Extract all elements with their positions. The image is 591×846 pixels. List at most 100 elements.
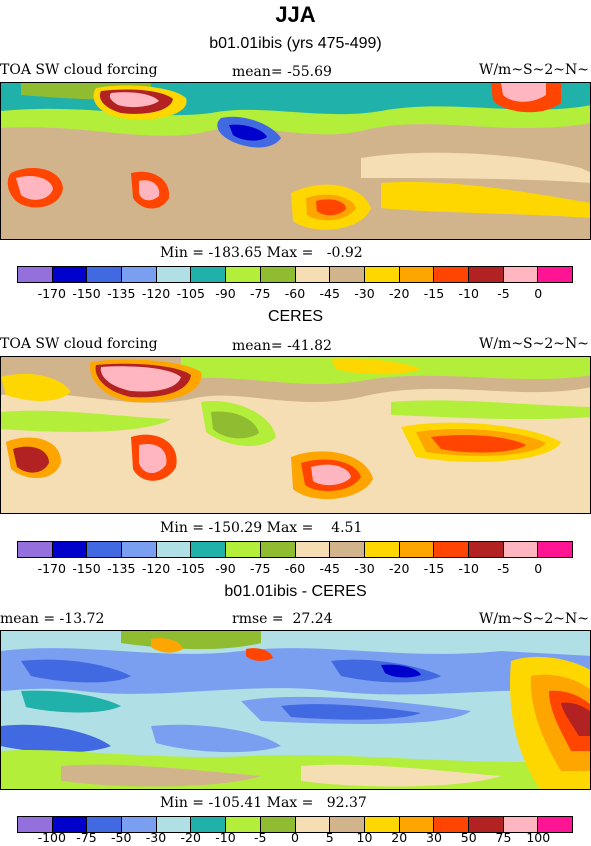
panel3-swatch xyxy=(18,817,53,832)
panel2-swatch xyxy=(191,542,227,557)
panel3-tick: -30 xyxy=(145,830,167,845)
panel3-tick: 30 xyxy=(426,830,442,845)
panel1-minmax: Min = -183.65 Max = -0.92 xyxy=(160,245,363,261)
panel1-tick: 0 xyxy=(534,286,543,301)
panel1-swatch xyxy=(156,267,192,282)
panel3-map xyxy=(0,630,591,790)
panel1-tick: -75 xyxy=(250,286,271,301)
panel2-swatch xyxy=(226,542,261,557)
panel2-tick: -15 xyxy=(423,561,445,576)
panel2-swatch xyxy=(18,542,53,557)
panel2-contour-field xyxy=(1,357,590,513)
panel1-swatch xyxy=(87,267,123,282)
panel3-colorbar xyxy=(17,816,573,833)
panel3-tick-labels: -100 -75 -50 -30 -20 -10 -5 0 5 10 20 30… xyxy=(17,830,573,846)
panel1-swatch xyxy=(434,267,469,282)
panel3-swatch xyxy=(156,817,192,832)
panel2-subtitle: CERES xyxy=(267,308,324,325)
panel1-swatch xyxy=(295,267,331,282)
panel1-tick: -60 xyxy=(284,286,306,301)
panel1-tick: -150 xyxy=(72,286,101,301)
panel2-tick: -60 xyxy=(284,561,306,576)
panel1-subtitle: b01.01ibis (yrs 475-499) xyxy=(209,35,382,52)
panel1-tick: -30 xyxy=(354,286,375,301)
panel1-contour-field xyxy=(1,83,590,239)
panel1-tick: -120 xyxy=(141,286,171,301)
panel2-tick-labels: -170 -150 -135 -120 -105 -90 -75 -60 -45… xyxy=(17,561,573,577)
panel3-swatch xyxy=(191,817,227,832)
panel2-tick: -5 xyxy=(497,561,510,576)
panel3-tick: -100 xyxy=(37,830,66,845)
panel2-tick: -105 xyxy=(176,561,205,576)
panel2-colorbar xyxy=(17,541,573,558)
panel1-swatch xyxy=(399,267,435,282)
panel2-minmax: Min = -150.29 Max = 4.51 xyxy=(160,520,363,536)
panel3-minmax: Min = -105.41 Max = 92.37 xyxy=(160,795,367,811)
panel1-swatch xyxy=(52,267,88,282)
panel1-center-label: mean= -55.69 xyxy=(232,64,332,80)
panel2-left-label: TOA SW cloud forcing xyxy=(0,336,158,352)
panel1-tick: -5 xyxy=(497,286,510,301)
panel3-swatch xyxy=(364,817,400,832)
panel2-tick: 0 xyxy=(534,561,543,576)
panel3-swatch xyxy=(87,817,123,832)
panel1-left-label: TOA SW cloud forcing xyxy=(0,62,158,78)
panel3-tick: 20 xyxy=(391,830,408,845)
panel1-swatch xyxy=(330,267,365,282)
panel3-tick: 5 xyxy=(325,830,334,845)
panel2-swatch xyxy=(52,542,88,557)
panel2-center-label: mean= -41.82 xyxy=(232,338,332,354)
panel2-tick: -20 xyxy=(389,561,410,576)
panel2-swatch xyxy=(122,542,157,557)
panel2-tick: -75 xyxy=(250,561,271,576)
panel2-swatch xyxy=(260,542,296,557)
panel1-tick: -15 xyxy=(423,286,445,301)
panel1-swatch xyxy=(226,267,261,282)
panel3-tick: 50 xyxy=(460,830,477,845)
panel3-tick: -50 xyxy=(111,830,132,845)
panel3-swatch xyxy=(399,817,435,832)
panel2-tick: -10 xyxy=(458,561,479,576)
panel2-swatch xyxy=(503,542,539,557)
panel2-swatch xyxy=(399,542,435,557)
panel2-tick: -135 xyxy=(107,561,136,576)
panel3-tick: 10 xyxy=(356,830,373,845)
panel3-tick: -20 xyxy=(180,830,201,845)
panel1-units-label: W/m~S~2~N~ xyxy=(478,62,589,78)
panel1-swatch xyxy=(122,267,157,282)
season-title: JJA xyxy=(275,2,316,27)
panel1-swatch xyxy=(364,267,400,282)
panel3-swatch xyxy=(52,817,88,832)
panel3-tick: -10 xyxy=(215,830,236,845)
panel3-swatch xyxy=(226,817,261,832)
panel1-swatch xyxy=(538,267,572,282)
panel2-swatch xyxy=(434,542,469,557)
panel3-tick: -75 xyxy=(76,830,97,845)
panel2-tick: -90 xyxy=(215,561,236,576)
panel3-swatch xyxy=(503,817,539,832)
panel2-units-label: W/m~S~2~N~ xyxy=(478,336,589,352)
panel1-tick: -45 xyxy=(319,286,340,301)
panel3-tick: 100 xyxy=(526,830,551,845)
panel3-swatch xyxy=(122,817,157,832)
panel1-tick-labels: -170 -150 -135 -120 -105 -90 -75 -60 -45… xyxy=(17,286,573,302)
panel1-swatch xyxy=(191,267,227,282)
panel1-tick: -135 xyxy=(107,286,136,301)
panel1-swatch xyxy=(18,267,53,282)
panel2-tick: -150 xyxy=(72,561,101,576)
panel1-swatch xyxy=(468,267,504,282)
panel3-units-label: W/m~S~2~N~ xyxy=(478,611,589,627)
panel2-tick: -45 xyxy=(319,561,340,576)
panel2-swatch xyxy=(538,542,572,557)
panel3-swatch xyxy=(434,817,469,832)
panel2-tick: -30 xyxy=(354,561,375,576)
panel2-swatch xyxy=(330,542,365,557)
panel1-tick: -105 xyxy=(176,286,205,301)
panel3-swatch xyxy=(330,817,365,832)
panel3-tick: 0 xyxy=(291,830,299,845)
panel2-swatch xyxy=(468,542,504,557)
panel2-swatch xyxy=(87,542,123,557)
panel2-swatch xyxy=(156,542,192,557)
panel1-swatch xyxy=(503,267,539,282)
panel3-swatch xyxy=(260,817,296,832)
